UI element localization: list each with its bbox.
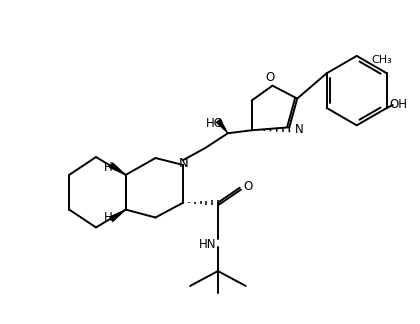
Text: H: H	[104, 161, 113, 174]
Text: HO: HO	[206, 117, 224, 130]
Text: CH₃: CH₃	[371, 55, 392, 65]
Text: N: N	[178, 157, 188, 170]
Text: O: O	[266, 71, 275, 84]
Text: HN: HN	[199, 238, 217, 251]
Text: OH: OH	[390, 98, 408, 111]
Polygon shape	[215, 119, 228, 133]
Polygon shape	[109, 209, 126, 222]
Text: O: O	[243, 180, 252, 193]
Text: N: N	[295, 123, 304, 136]
Text: H: H	[104, 211, 113, 224]
Polygon shape	[109, 162, 126, 175]
